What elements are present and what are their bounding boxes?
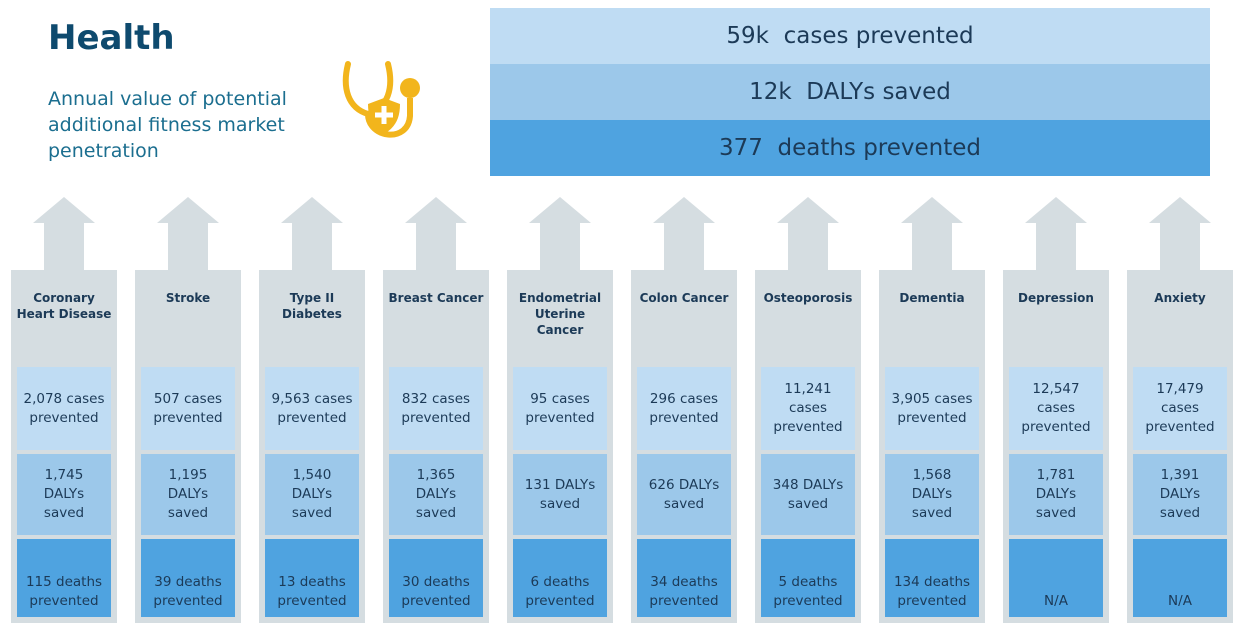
column: Type II Diabetes 9,563 cases prevented 1,5…	[259, 270, 365, 623]
arrow	[281, 197, 343, 271]
column: Anxiety 17,479 cases prevented 1,391 DALYs…	[1127, 270, 1233, 623]
dalys-cell: 1,195 DALYs saved	[141, 454, 235, 535]
summary-row: 12k DALYs saved	[490, 64, 1210, 120]
arrow	[653, 197, 715, 271]
cases-cell: 2,078 cases prevented	[17, 367, 111, 450]
cases-cell: 9,563 cases prevented	[265, 367, 359, 450]
arrow	[33, 197, 95, 271]
arrow	[901, 197, 963, 271]
deaths-cell: 39 deaths prevented	[141, 539, 235, 617]
arrow	[529, 197, 591, 271]
deaths-cell: 6 deaths prevented	[513, 539, 607, 617]
cases-cell: 832 cases prevented	[389, 367, 483, 450]
dalys-cell: 1,781 DALYs saved	[1009, 454, 1103, 535]
column-name: Depression	[1018, 291, 1094, 305]
deaths-cell: 5 deaths prevented	[761, 539, 855, 617]
dalys-cell: 348 DALYs saved	[761, 454, 855, 535]
dalys-cell: 1,365 DALYs saved	[389, 454, 483, 535]
cases-cell: 507 cases prevented	[141, 367, 235, 450]
subtitle: Annual value of potential additional fit…	[48, 88, 287, 162]
column: Coronary Heart Disease 2,078 cases preven…	[11, 270, 117, 623]
arrow	[157, 197, 219, 271]
deaths-cell: 13 deaths prevented	[265, 539, 359, 617]
arrow	[1149, 197, 1211, 271]
column: Endometrial Uterine Cancer 95 cases preve…	[507, 270, 613, 623]
cases-cell: 95 cases prevented	[513, 367, 607, 450]
title: Health	[48, 18, 175, 58]
deaths-cell: 134 deaths prevented	[885, 539, 979, 617]
dalys-cell: 1,745 DALYs saved	[17, 454, 111, 535]
arrow	[405, 197, 467, 271]
deaths-cell: 115 deaths prevented	[17, 539, 111, 617]
column-name: Osteoporosis	[763, 291, 853, 305]
dalys-cell: 131 DALYs saved	[513, 454, 607, 535]
dalys-cell: 1,391 DALYs saved	[1133, 454, 1227, 535]
cases-cell: 12,547 cases prevented	[1009, 367, 1103, 450]
cases-cell: 11,241 cases prevented	[761, 367, 855, 450]
column-name: Coronary Heart Disease	[16, 291, 112, 321]
column: Dementia 3,905 cases prevented 1,568 DALYs…	[879, 270, 985, 623]
summary-row: 377 deaths prevented	[490, 120, 1210, 176]
deaths-cell: 30 deaths prevented	[389, 539, 483, 617]
cases-cell: 296 cases prevented	[637, 367, 731, 450]
column-name: Type II Diabetes	[282, 291, 342, 321]
cases-cell: 3,905 cases prevented	[885, 367, 979, 450]
column-name: Stroke	[165, 291, 211, 305]
column-name: Breast Cancer	[388, 291, 484, 305]
column-name: Anxiety	[1154, 291, 1206, 305]
health-icon	[342, 61, 420, 138]
column: Colon Cancer 296 cases prevented 626 DALYs…	[631, 270, 737, 623]
arrow	[777, 197, 839, 271]
column-name: Endometrial Uterine Cancer	[518, 291, 602, 337]
column: Breast Cancer 832 cases prevented 1,365 DA…	[383, 270, 489, 623]
arrow	[1025, 197, 1087, 271]
dalys-cell: 1,540 DALYs saved	[265, 454, 359, 535]
column-name: Dementia	[899, 291, 965, 305]
deaths-cell: N/A	[1009, 539, 1103, 617]
dalys-cell: 626 DALYs saved	[637, 454, 731, 535]
dalys-cell: 1,568 DALYs saved	[885, 454, 979, 535]
cases-cell: 17,479 cases prevented	[1133, 367, 1227, 450]
summary-row: 59k cases prevented	[490, 8, 1210, 64]
column-name: Colon Cancer	[639, 291, 729, 305]
deaths-cell: N/A	[1133, 539, 1227, 617]
column: Stroke 507 cases prevented 1,195 DALYs sav…	[135, 270, 241, 623]
column: Depression 12,547 cases prevented 1,781 DA…	[1003, 270, 1109, 623]
deaths-cell: 34 deaths prevented	[637, 539, 731, 617]
column: Osteoporosis 11,241 cases prevented 348 DA…	[755, 270, 861, 623]
